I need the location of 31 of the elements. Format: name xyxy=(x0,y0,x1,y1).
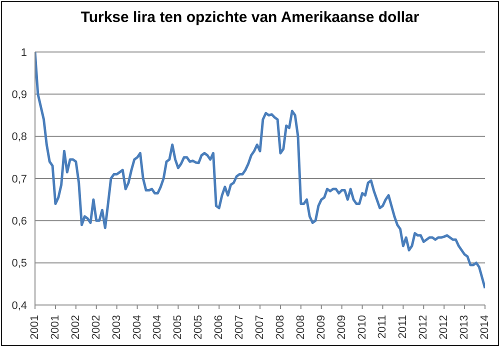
x-tick-label: 2011 xyxy=(376,315,389,339)
x-tick-label: 2001 xyxy=(29,315,41,340)
y-tick-label: 0,6 xyxy=(12,216,27,228)
y-tick-label: 0,8 xyxy=(12,131,27,144)
x-tick-label: 2002 xyxy=(90,315,102,340)
y-tick-label: 1 xyxy=(20,46,27,59)
x-tick-label: 2004 xyxy=(131,315,144,340)
y-tick-label: 0,4 xyxy=(12,300,27,312)
y-tick-label: 0,9 xyxy=(12,89,27,102)
x-tick-label: 2001 xyxy=(49,315,62,340)
x-tick-label: 2007 xyxy=(254,315,266,340)
x-tick-label: 2005 xyxy=(192,315,205,340)
x-tick-label: 2006 xyxy=(213,315,226,340)
x-tick-label: 2012 xyxy=(418,315,430,340)
y-tick-label: 0,7 xyxy=(12,173,27,186)
x-tick-label: 2014 xyxy=(479,315,491,340)
x-tick-label: 2013 xyxy=(458,315,471,340)
x-tick-label: 2003 xyxy=(110,315,123,340)
x-tick-label: 2004 xyxy=(152,315,164,340)
x-tick-label: 2007 xyxy=(234,315,246,340)
x-tick-label: 2009 xyxy=(315,315,328,340)
x-tick-label: 2005 xyxy=(172,315,184,340)
x-tick-label: 2012 xyxy=(438,315,450,340)
x-tick-label: 2008 xyxy=(274,315,286,340)
x-tick-label: 2010 xyxy=(356,315,368,340)
x-tick-label: 2002 xyxy=(70,315,82,340)
x-tick-label: 2011 xyxy=(397,315,410,339)
x-tick-label: 2009 xyxy=(336,315,348,340)
x-tick-label: 2008 xyxy=(294,315,307,340)
chart-title: Turkse lira ten opzichte van Amerikaanse dollar xyxy=(80,9,420,26)
y-tick-label: 0,5 xyxy=(12,258,27,270)
